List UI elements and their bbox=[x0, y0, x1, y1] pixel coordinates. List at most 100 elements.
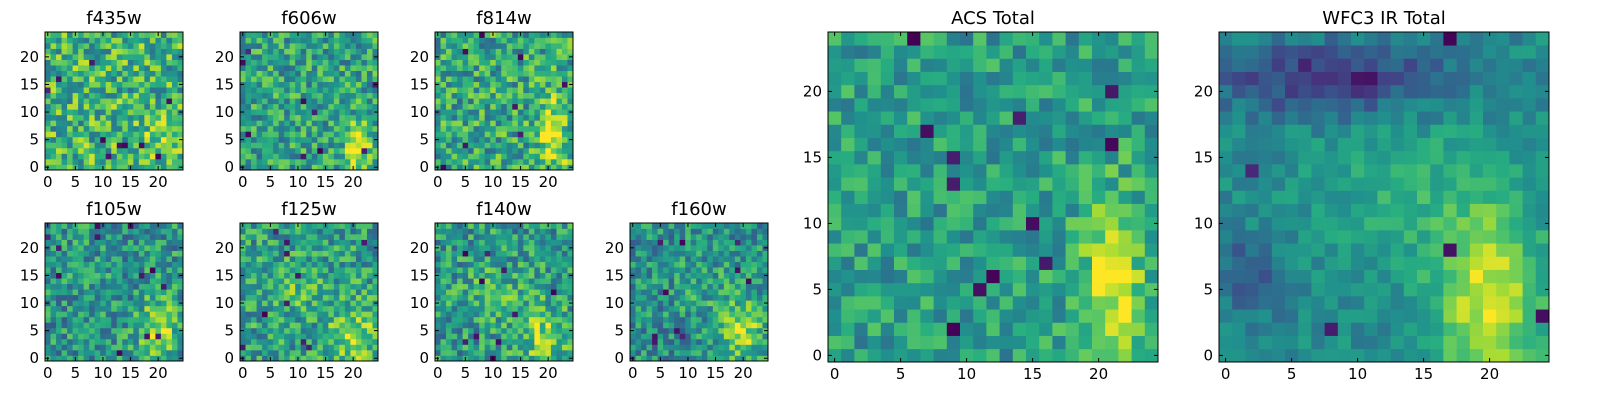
heatmap-cell bbox=[1026, 164, 1040, 178]
heatmap-cell bbox=[545, 250, 552, 257]
heatmap-cell bbox=[45, 228, 51, 235]
heatmap-cell bbox=[734, 289, 741, 296]
heatmap-cell bbox=[490, 43, 497, 49]
heatmap-cell bbox=[512, 322, 519, 329]
heatmap-cell bbox=[155, 316, 162, 323]
heatmap-cell bbox=[501, 338, 508, 345]
x-tick-label: 5 bbox=[266, 173, 276, 191]
heatmap-cell bbox=[149, 92, 156, 99]
heatmap-cell bbox=[663, 344, 669, 351]
heatmap-cell bbox=[355, 65, 362, 71]
heatmap-cell bbox=[1026, 296, 1040, 310]
heatmap-cell bbox=[1131, 230, 1146, 244]
heatmap-cell bbox=[740, 256, 747, 262]
heatmap-cell bbox=[67, 65, 73, 71]
heatmap-cell bbox=[144, 250, 151, 257]
heatmap-cell bbox=[339, 92, 346, 99]
heatmap-cell bbox=[138, 70, 145, 77]
heatmap-cell bbox=[295, 158, 302, 165]
heatmap-cell bbox=[657, 256, 664, 262]
heatmap-cell bbox=[451, 294, 458, 301]
x-tick-label: 20 bbox=[149, 173, 168, 191]
heatmap-cell bbox=[561, 327, 568, 334]
heatmap-cell bbox=[517, 109, 524, 116]
heatmap-cell bbox=[545, 98, 552, 105]
heatmap-cell bbox=[867, 243, 882, 257]
heatmap-cell bbox=[262, 54, 268, 60]
heatmap-cell bbox=[256, 103, 263, 110]
heatmap-cell bbox=[539, 43, 546, 49]
heatmap-cell bbox=[854, 309, 868, 323]
heatmap-cell bbox=[446, 300, 452, 307]
heatmap-cell bbox=[1052, 230, 1066, 244]
heatmap-cell bbox=[300, 87, 307, 94]
heatmap-cell bbox=[435, 158, 441, 165]
heatmap-cell bbox=[105, 250, 112, 257]
heatmap-cell bbox=[111, 239, 118, 246]
heatmap-cell bbox=[468, 147, 474, 154]
x-tick-label: 15 bbox=[706, 364, 725, 382]
heatmap-cell bbox=[539, 59, 546, 66]
heatmap-cell bbox=[111, 228, 118, 235]
heatmap-cell bbox=[517, 333, 524, 340]
heatmap-cell bbox=[920, 309, 934, 323]
heatmap-f125w bbox=[240, 223, 379, 362]
heatmap-cell bbox=[729, 355, 736, 362]
heatmap-cell bbox=[740, 300, 747, 307]
heatmap-cell bbox=[528, 164, 535, 171]
heatmap-cell bbox=[262, 245, 268, 251]
heatmap-cell bbox=[545, 283, 552, 290]
heatmap-cell bbox=[567, 65, 574, 71]
heatmap-cell bbox=[1078, 190, 1093, 204]
heatmap-cell bbox=[295, 294, 302, 301]
heatmap-cell bbox=[550, 103, 557, 110]
heatmap-cell bbox=[72, 153, 79, 160]
heatmap-cell bbox=[451, 311, 458, 318]
heatmap-cell bbox=[1144, 190, 1159, 204]
heatmap-cell bbox=[545, 153, 552, 160]
heatmap-cell bbox=[273, 278, 279, 285]
heatmap-cell bbox=[894, 335, 908, 350]
heatmap-cell bbox=[512, 92, 519, 99]
heatmap-cell bbox=[880, 150, 895, 165]
heatmap-cell bbox=[328, 92, 335, 99]
heatmap-cell bbox=[740, 234, 747, 240]
heatmap-cell bbox=[484, 289, 491, 296]
heatmap-cell bbox=[545, 54, 552, 60]
heatmap-cell bbox=[83, 250, 90, 257]
heatmap-cell bbox=[880, 335, 895, 350]
heatmap-cell bbox=[160, 43, 167, 49]
y-tick-label: 0 bbox=[224, 158, 234, 176]
heatmap-cell bbox=[462, 234, 469, 240]
heatmap-cell bbox=[89, 300, 96, 307]
heatmap-cell bbox=[550, 256, 557, 262]
heatmap-cell bbox=[462, 349, 469, 356]
heatmap-cell bbox=[72, 136, 79, 143]
heatmap-cell bbox=[495, 59, 502, 66]
heatmap-cell bbox=[111, 223, 118, 229]
heatmap-cell bbox=[245, 355, 252, 362]
heatmap-cell bbox=[1078, 216, 1093, 231]
heatmap-cell bbox=[256, 158, 263, 165]
heatmap-cell bbox=[322, 81, 329, 88]
heatmap-cell bbox=[311, 338, 318, 345]
heatmap-cell bbox=[177, 43, 184, 49]
heatmap-cell bbox=[251, 70, 257, 77]
heatmap-cell bbox=[729, 250, 736, 257]
heatmap-cell bbox=[512, 147, 519, 154]
heatmap-cell bbox=[528, 228, 535, 235]
heatmap-cell bbox=[457, 256, 463, 262]
heatmap-cell bbox=[361, 239, 368, 246]
heatmap-cell bbox=[94, 228, 101, 235]
heatmap-cell bbox=[440, 305, 447, 312]
heatmap-cell bbox=[506, 103, 513, 110]
heatmap-cell bbox=[78, 223, 84, 229]
heatmap-cell bbox=[1039, 243, 1053, 257]
heatmap-cell bbox=[652, 245, 658, 251]
heatmap-cell bbox=[635, 267, 642, 274]
heatmap-cell bbox=[528, 338, 535, 345]
heatmap-cell bbox=[67, 48, 73, 55]
heatmap-cell bbox=[712, 300, 719, 307]
heatmap-cell bbox=[567, 278, 574, 285]
